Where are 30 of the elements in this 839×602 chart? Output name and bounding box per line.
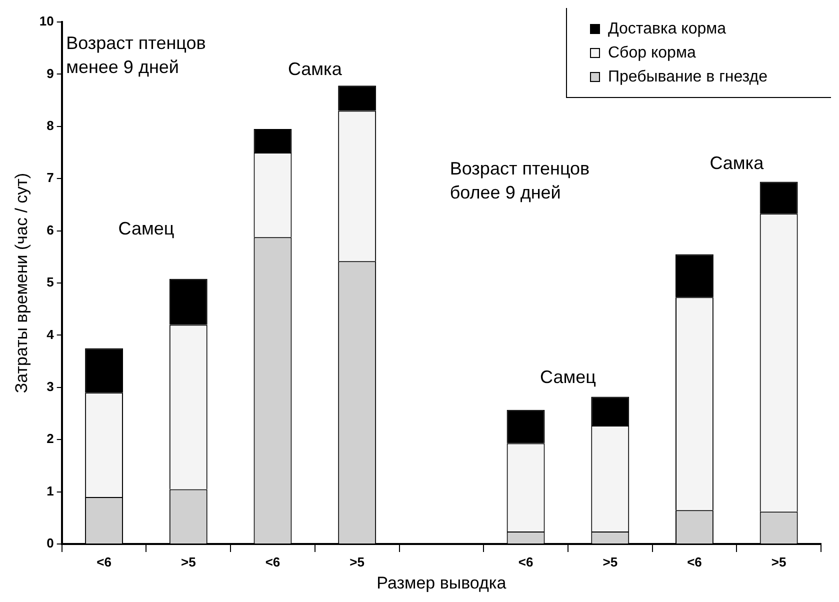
annotation: Возраст птенцов менее 9 дней xyxy=(66,33,206,78)
y-tick-label: 7 xyxy=(46,170,54,186)
x-axis-title: Размер выводка xyxy=(376,573,507,592)
x-tick-label: <6 xyxy=(518,554,534,570)
x-tick-label: >5 xyxy=(350,554,364,570)
y-tick-label: 8 xyxy=(46,118,54,133)
legend-label: Доставка корма xyxy=(608,20,726,38)
y-tick-label: 0 xyxy=(46,536,54,551)
y-tick-label: 1 xyxy=(46,483,54,498)
y-tick-label: 6 xyxy=(46,222,54,238)
y-tick-label: 10 xyxy=(39,14,54,29)
legend-label: Сбор корма xyxy=(608,44,696,62)
annotation: Самец xyxy=(118,218,174,238)
annotation: Самка xyxy=(710,153,765,174)
x-tick-label: >5 xyxy=(771,554,786,570)
y-tick-label: 2 xyxy=(46,431,54,446)
annotation: Самец xyxy=(540,367,596,388)
annotation: Возраст птенцов более 9 дней xyxy=(450,158,590,202)
x-tick-label: <6 xyxy=(96,554,112,570)
y-tick-label: 5 xyxy=(46,274,54,290)
legend-label: Пребывание в гнезде xyxy=(608,68,768,86)
y-tick-label: 9 xyxy=(46,66,54,81)
x-tick-label: <6 xyxy=(687,554,702,570)
y-tick-label: 4 xyxy=(46,326,55,342)
y-axis-title: Затраты времени (час / сут) xyxy=(12,172,31,394)
y-tick-label: 3 xyxy=(46,378,54,394)
annotation: Самка xyxy=(288,59,343,80)
x-tick-label: >5 xyxy=(180,554,196,570)
x-tick-label: <6 xyxy=(265,554,280,570)
x-tick-label: >5 xyxy=(602,554,618,570)
